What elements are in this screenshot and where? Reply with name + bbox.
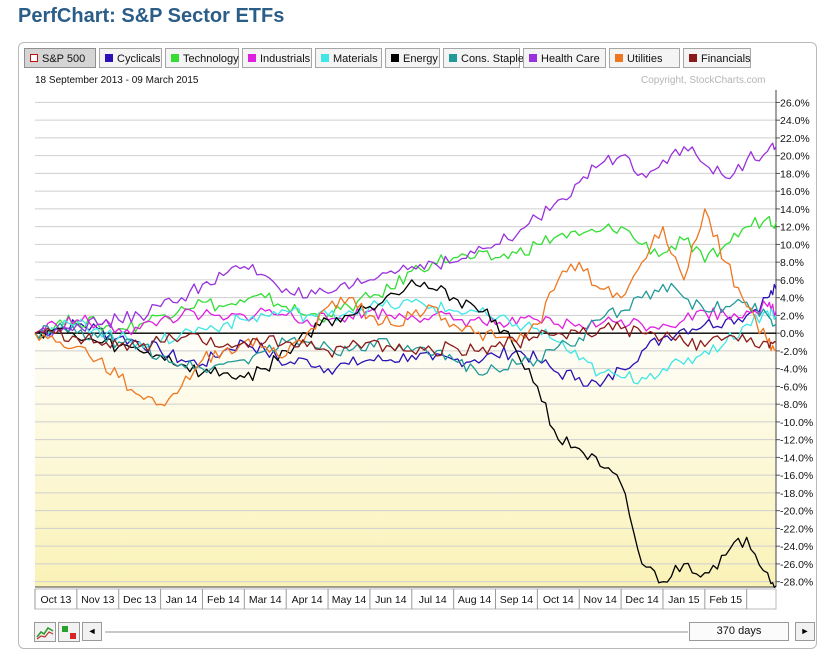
x-tick-label: Apr 14 [292, 594, 323, 606]
legend-swatch [248, 54, 256, 62]
legend-label: Utilities [627, 53, 663, 65]
y-tick-label: -6.0% [780, 381, 807, 393]
series-line-health-care [34, 142, 777, 338]
y-tick-label: -28.0% [780, 577, 813, 589]
x-tick-label: Jul 14 [419, 594, 447, 606]
x-tick-label: Feb 14 [207, 594, 240, 606]
legend-label: Energy [403, 53, 438, 65]
legend-swatch [529, 54, 537, 62]
y-tick-label: 8.0% [780, 257, 804, 269]
scroll-right-button[interactable]: ► [795, 622, 815, 641]
y-tick-label: 20.0% [780, 151, 810, 163]
y-tick-label: 14.0% [780, 204, 810, 216]
x-tick-label: Dec 14 [625, 594, 658, 606]
x-tick-label: Nov 13 [81, 594, 114, 606]
legend-item-technology[interactable]: Technology [165, 48, 239, 68]
y-tick-label: 12.0% [780, 222, 810, 234]
y-tick-label: -22.0% [780, 523, 813, 535]
legend-label: S&P 500 [42, 53, 86, 65]
y-tick-label: 26.0% [780, 97, 810, 109]
legend-swatch [615, 54, 623, 62]
legend-swatch [105, 54, 113, 62]
x-tick-label: May 14 [332, 594, 367, 606]
legend-item-financials[interactable]: Financials [683, 48, 751, 68]
x-tick-label: Jun 14 [375, 594, 407, 606]
y-tick-label: -14.0% [780, 452, 813, 464]
x-tick-label: Aug 14 [458, 594, 491, 606]
y-tick-label: -16.0% [780, 470, 813, 482]
y-tick-label: 4.0% [780, 293, 804, 305]
legend-label: Industrials [260, 53, 311, 65]
y-tick-label: -4.0% [780, 364, 807, 376]
legend-label: Cyclicals [117, 53, 161, 65]
legend-item-industrials[interactable]: Industrials [242, 48, 312, 68]
legend-item-energy[interactable]: Energy [385, 48, 440, 68]
legend-label: Technology [183, 53, 239, 65]
y-tick-label: -2.0% [780, 346, 807, 358]
y-tick-label: 2.0% [780, 310, 804, 322]
series-line-utilities [34, 208, 777, 407]
y-tick-label: 0.0% [780, 328, 804, 340]
x-tick-label: Mar 14 [249, 594, 282, 606]
legend-swatch [689, 54, 697, 62]
y-tick-label: 10.0% [780, 239, 810, 251]
x-tick-label: Sep 14 [500, 594, 533, 606]
legend-item-s-p-500[interactable]: S&P 500 [24, 48, 96, 68]
legend-label: Financials [701, 53, 751, 65]
x-tick-label: Jan 15 [668, 594, 700, 606]
y-tick-label: -18.0% [780, 488, 813, 500]
x-tick-label: Dec 13 [123, 594, 156, 606]
copyright-label: Copyright, StockCharts.com [641, 75, 766, 86]
series-line-technology [34, 215, 777, 340]
y-tick-label: 22.0% [780, 133, 810, 145]
line-chart-icon[interactable] [34, 622, 56, 642]
date-scroll-track[interactable] [105, 631, 688, 633]
legend-label: Cons. Staples [461, 53, 530, 65]
y-tick-label: 18.0% [780, 168, 810, 180]
y-tick-label: 16.0% [780, 186, 810, 198]
x-tick-label: Jan 14 [166, 594, 198, 606]
legend-swatch [30, 54, 38, 62]
y-tick-label: 24.0% [780, 115, 810, 127]
legend-label: Materials [333, 53, 378, 65]
bar-color-icon[interactable] [58, 622, 80, 642]
y-tick-label: -10.0% [780, 417, 813, 429]
legend-swatch [449, 54, 457, 62]
y-tick-label: -8.0% [780, 399, 807, 411]
x-tick-label: Nov 14 [584, 594, 617, 606]
legend-item-cyclicals[interactable]: Cyclicals [99, 48, 162, 68]
days-range-box[interactable]: 370 days [689, 622, 789, 641]
scroll-left-button[interactable]: ◄ [82, 622, 102, 641]
date-range-label: 18 September 2013 - 09 March 2015 [35, 75, 199, 86]
plot-area [35, 90, 776, 587]
legend-item-materials[interactable]: Materials [315, 48, 382, 68]
legend-item-cons-staples[interactable]: Cons. Staples [443, 48, 529, 68]
y-tick-label: 6.0% [780, 275, 804, 287]
legend-item-utilities[interactable]: Utilities [609, 48, 680, 68]
legend-swatch [321, 54, 329, 62]
y-tick-label: -24.0% [780, 541, 813, 553]
x-tick-label: Oct 13 [40, 594, 71, 606]
page-title: PerfChart: S&P Sector ETFs [18, 5, 285, 27]
legend-swatch [171, 54, 179, 62]
series-line-financials [34, 321, 777, 358]
legend-item-health-care[interactable]: Health Care [523, 48, 606, 68]
y-tick-label: -20.0% [780, 506, 813, 518]
x-tick-label: Feb 15 [709, 594, 742, 606]
x-tick-label: Oct 14 [543, 594, 574, 606]
legend-label: Health Care [541, 53, 600, 65]
y-tick-label: -26.0% [780, 559, 813, 571]
y-tick-label: -12.0% [780, 435, 813, 447]
legend-swatch [391, 54, 399, 62]
